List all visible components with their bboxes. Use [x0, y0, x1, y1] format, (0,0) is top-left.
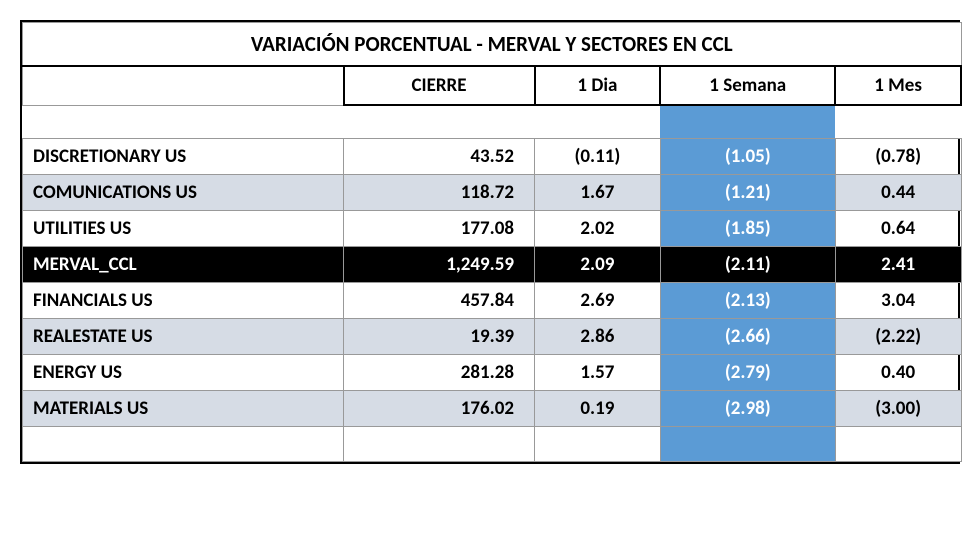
header-cierre: CIERRE	[344, 66, 535, 105]
row-semana: (1.21)	[660, 175, 835, 211]
row-dia: 2.02	[535, 211, 661, 247]
row-mes: 0.44	[835, 175, 961, 211]
row-semana: (1.05)	[660, 139, 835, 175]
row-cierre: 118.72	[344, 175, 535, 211]
table-row: REALESTATE US19.392.86(2.66)(2.22)	[23, 319, 962, 355]
row-semana: (2.79)	[660, 355, 835, 391]
row-mes: 3.04	[835, 283, 961, 319]
row-semana: (2.11)	[660, 247, 835, 283]
row-mes: (0.78)	[835, 139, 961, 175]
row-dia: 1.57	[535, 355, 661, 391]
row-label: MERVAL_CCL	[23, 247, 344, 283]
table: VARIACIÓN PORCENTUAL - MERVAL Y SECTORES…	[22, 22, 962, 462]
row-mes: 0.40	[835, 355, 961, 391]
table-row: UTILITIES US177.082.02(1.85)0.64	[23, 211, 962, 247]
row-dia: 0.19	[535, 391, 661, 427]
row-label: FINANCIALS US	[23, 283, 344, 319]
row-cierre: 177.08	[344, 211, 535, 247]
row-mes: 0.64	[835, 211, 961, 247]
row-label: REALESTATE US	[23, 319, 344, 355]
header-row: CIERRE 1 Dia 1 Semana 1 Mes	[23, 66, 962, 105]
row-dia: 1.67	[535, 175, 661, 211]
row-label: MATERIALS US	[23, 391, 344, 427]
row-cierre: 176.02	[344, 391, 535, 427]
header-mes: 1 Mes	[835, 66, 961, 105]
row-label: ENERGY US	[23, 355, 344, 391]
row-cierre: 1,249.59	[344, 247, 535, 283]
row-label: DISCRETIONARY US	[23, 139, 344, 175]
title-row: VARIACIÓN PORCENTUAL - MERVAL Y SECTORES…	[23, 23, 962, 67]
row-dia: 2.09	[535, 247, 661, 283]
table-row: COMUNICATIONS US118.721.67(1.21)0.44	[23, 175, 962, 211]
header-dia: 1 Dia	[535, 66, 661, 105]
header-label	[23, 66, 344, 105]
row-semana: (2.13)	[660, 283, 835, 319]
row-semana: (2.98)	[660, 391, 835, 427]
table-row: DISCRETIONARY US43.52(0.11)(1.05)(0.78)	[23, 139, 962, 175]
spacer-row	[23, 105, 962, 139]
table-row: MATERIALS US176.020.19(2.98)(3.00)	[23, 391, 962, 427]
row-cierre: 19.39	[344, 319, 535, 355]
trailing-spacer-row	[23, 427, 962, 462]
row-cierre: 43.52	[344, 139, 535, 175]
row-semana: (2.66)	[660, 319, 835, 355]
row-mes: 2.41	[835, 247, 961, 283]
row-label: COMUNICATIONS US	[23, 175, 344, 211]
table-row: ENERGY US281.281.57(2.79)0.40	[23, 355, 962, 391]
row-dia: 2.69	[535, 283, 661, 319]
row-mes: (3.00)	[835, 391, 961, 427]
row-label: UTILITIES US	[23, 211, 344, 247]
row-dia: (0.11)	[535, 139, 661, 175]
table-row: FINANCIALS US457.842.69(2.13)3.04	[23, 283, 962, 319]
row-cierre: 281.28	[344, 355, 535, 391]
table-title: VARIACIÓN PORCENTUAL - MERVAL Y SECTORES…	[23, 23, 962, 67]
row-mes: (2.22)	[835, 319, 961, 355]
row-cierre: 457.84	[344, 283, 535, 319]
table-row: MERVAL_CCL1,249.592.09(2.11)2.41	[23, 247, 962, 283]
header-semana: 1 Semana	[660, 66, 835, 105]
row-semana: (1.85)	[660, 211, 835, 247]
row-dia: 2.86	[535, 319, 661, 355]
financial-table: VARIACIÓN PORCENTUAL - MERVAL Y SECTORES…	[20, 20, 960, 464]
